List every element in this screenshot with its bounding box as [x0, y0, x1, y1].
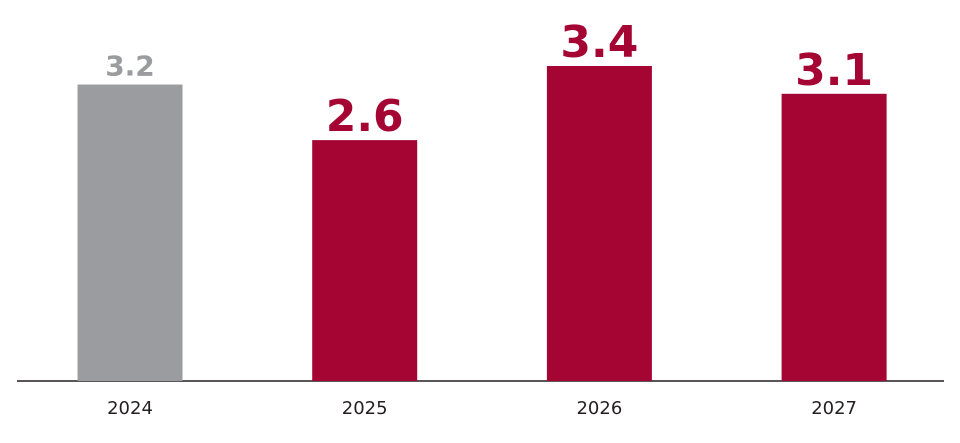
bar [77, 84, 183, 381]
value-label: 3.4 [560, 17, 638, 68]
x-tick-label: 2024 [107, 398, 153, 419]
x-tick-label: 2027 [811, 398, 857, 419]
bar [781, 93, 887, 381]
value-label: 3.1 [795, 45, 873, 96]
value-label: 3.2 [105, 50, 155, 83]
x-tick-label: 2026 [576, 398, 622, 419]
bar [312, 140, 418, 381]
x-tick-label: 2025 [342, 398, 388, 419]
value-label: 2.6 [326, 91, 404, 142]
bar [546, 66, 652, 381]
